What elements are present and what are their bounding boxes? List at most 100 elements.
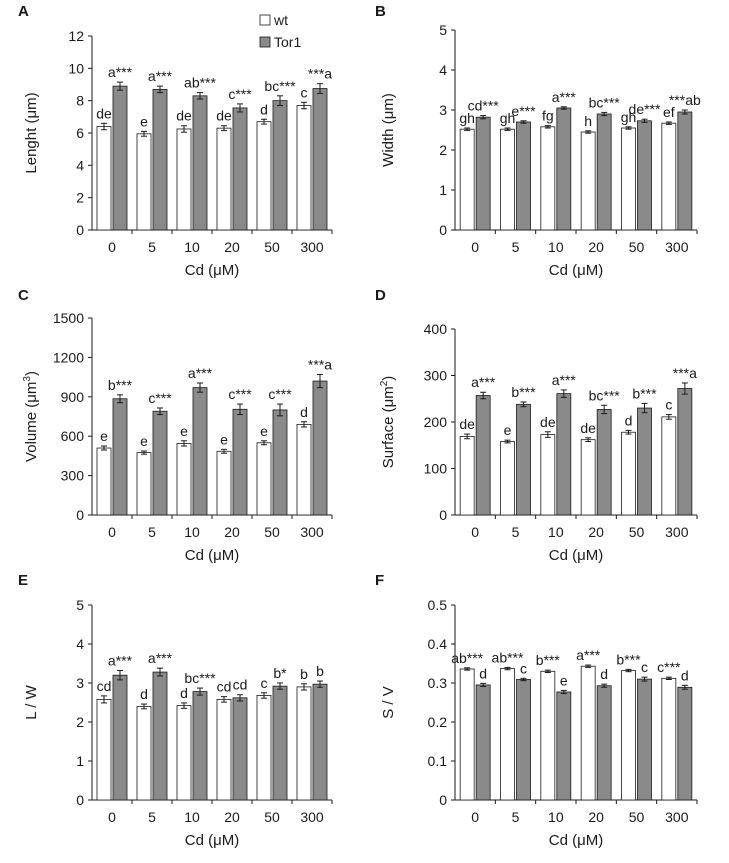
y-tick-label: 2 (76, 190, 84, 206)
significance-label: e (180, 423, 188, 439)
y-axis-title: L / W (23, 684, 40, 719)
bar-tor1 (596, 685, 612, 801)
significance-label: cd*** (468, 98, 500, 114)
significance-label: d (300, 404, 308, 420)
bar-tor1 (677, 686, 693, 801)
bar-wt (96, 698, 112, 801)
x-tick-label: 300 (665, 809, 689, 825)
x-tick-label: 50 (629, 524, 645, 540)
chart-panel-F: F00.10.20.30.40.5S / V0ab***d5ab***c10b*… (375, 572, 698, 849)
x-tick-label: 300 (300, 524, 324, 540)
x-tick-label: 5 (512, 809, 520, 825)
significance-label: bc*** (264, 78, 296, 94)
x-tick-label: 20 (224, 809, 240, 825)
significance-label: gh (459, 110, 475, 126)
bar-wt (661, 122, 677, 231)
bar-wt (540, 670, 556, 801)
significance-label: b*** (511, 384, 536, 400)
y-tick-label: 300 (61, 468, 85, 484)
significance-label: e (260, 423, 268, 439)
x-axis-title: Cd (μM) (185, 262, 239, 279)
bar-wt (621, 670, 636, 801)
significance-label: a*** (148, 650, 173, 666)
legend-swatch-wt (259, 14, 271, 26)
bar-tor1 (312, 683, 328, 801)
bar-tor1 (152, 88, 168, 231)
y-tick-label: 0.1 (428, 753, 448, 769)
bar-wt (216, 450, 232, 516)
significance-label: c (641, 659, 648, 675)
x-tick-label: 50 (264, 809, 280, 825)
y-tick-label: 4 (76, 636, 84, 652)
bar-wt (459, 128, 475, 231)
x-axis-title: Cd (μM) (549, 832, 603, 849)
significance-label: a*** (576, 647, 601, 663)
significance-label: d (600, 666, 608, 682)
significance-label: e (560, 672, 568, 688)
significance-label: a*** (108, 64, 133, 80)
y-tick-label: 200 (424, 414, 448, 430)
significance-label: cd (97, 678, 112, 694)
bar-wt (580, 665, 596, 801)
chart-panel-C: C 0 300 600 900 1200 1500 Volume (μm3) 0 e b*** 5 e c… (18, 287, 333, 564)
x-axis-title: Cd (μM) (549, 262, 603, 279)
significance-label: c*** (228, 386, 252, 402)
significance-label: d (625, 412, 633, 428)
x-tick-label: 20 (224, 524, 240, 540)
significance-label: c (261, 675, 268, 691)
y-tick-label: 0 (439, 792, 447, 808)
legend-swatch-tor1 (259, 36, 271, 48)
bar-tor1 (232, 408, 248, 516)
significance-label: gh (621, 109, 637, 125)
y-tick-label: 4 (439, 62, 447, 78)
bar-tor1 (112, 398, 128, 516)
significance-label: e*** (511, 103, 536, 119)
chart-panel-D: D 0 100 200 300 400 Surface (μm2) 0 de a*** 5 e b***… (375, 287, 698, 564)
x-tick-label: 5 (512, 239, 520, 255)
x-tick-label: 300 (300, 809, 324, 825)
significance-label: d (260, 101, 268, 117)
y-tick-label: 10 (68, 60, 84, 76)
y-tick-label: 0 (439, 507, 447, 523)
significance-label: e (140, 433, 148, 449)
bar-tor1 (516, 679, 531, 801)
bar-wt (96, 447, 112, 516)
x-tick-label: 10 (548, 524, 564, 540)
x-tick-label: 50 (629, 239, 645, 255)
bar-wt (176, 705, 192, 801)
x-tick-label: 5 (148, 239, 156, 255)
bar-tor1 (637, 407, 652, 516)
significance-label: e (140, 113, 148, 129)
significance-label: c*** (228, 86, 252, 102)
y-tick-label: 4 (76, 157, 84, 173)
significance-label: fg (542, 108, 554, 124)
y-tick-label: 3 (76, 675, 84, 691)
bar-wt (580, 131, 596, 231)
significance-label: b* (273, 665, 287, 681)
x-tick-label: 20 (588, 239, 604, 255)
panel-label: F (375, 572, 384, 589)
bar-tor1 (556, 393, 572, 516)
significance-label: ***ab (669, 92, 701, 108)
y-tick-label: 0.3 (428, 675, 448, 691)
bar-wt (296, 686, 312, 801)
bar-wt (500, 128, 515, 231)
y-tick-label: 2 (76, 714, 84, 730)
y-tick-label: 6 (76, 125, 84, 141)
significance-label: de (580, 420, 596, 436)
y-axis-title: S / V (380, 686, 397, 719)
significance-label: c*** (657, 659, 681, 675)
bar-tor1 (596, 113, 612, 231)
bar-tor1 (637, 120, 652, 231)
y-tick-label: 12 (68, 28, 84, 44)
x-tick-label: 0 (471, 239, 479, 255)
significance-label: h (584, 113, 592, 129)
y-tick-label: 0.5 (428, 597, 448, 613)
bar-tor1 (516, 121, 531, 231)
x-tick-label: 10 (184, 239, 200, 255)
significance-label: c (520, 660, 527, 676)
chart-panel-A: A 0 2 4 6 8 10 12 Lenght (μm) 0 de a*** 5 e a*** 10 de ab… (18, 3, 333, 279)
panel-label: C (18, 287, 29, 304)
bar-wt (136, 452, 152, 516)
